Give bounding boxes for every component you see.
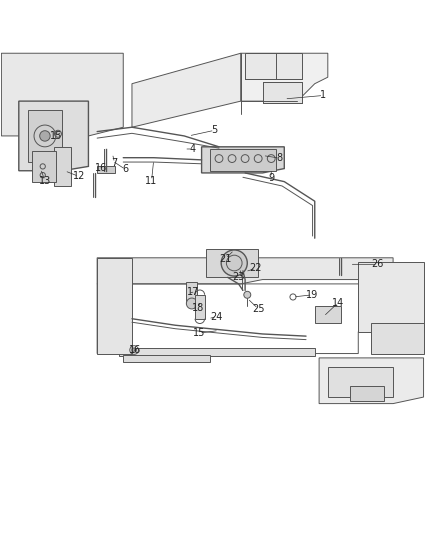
Text: 16: 16 [129, 345, 141, 356]
Polygon shape [97, 258, 393, 284]
Text: 12: 12 [73, 172, 85, 181]
Text: 22: 22 [250, 263, 262, 273]
Bar [315, 305, 341, 323]
Bar [97, 166, 115, 173]
Text: 17: 17 [187, 287, 199, 297]
Bar [328, 367, 393, 397]
Polygon shape [132, 53, 241, 127]
Text: 5: 5 [212, 125, 218, 135]
Bar [186, 282, 197, 303]
Text: 15: 15 [49, 131, 62, 141]
Bar [206, 249, 258, 277]
Text: 1: 1 [320, 91, 326, 100]
Text: 15: 15 [193, 328, 205, 338]
Circle shape [40, 131, 50, 141]
Bar [358, 262, 424, 332]
Bar [371, 323, 424, 353]
Polygon shape [241, 53, 328, 101]
Circle shape [186, 298, 197, 309]
Text: 18: 18 [192, 303, 205, 313]
Text: 14: 14 [332, 297, 344, 308]
Bar [32, 151, 56, 182]
Text: 7: 7 [111, 158, 118, 168]
Text: 23: 23 [233, 271, 245, 281]
Text: 9: 9 [268, 173, 274, 183]
Text: 13: 13 [39, 176, 51, 186]
Bar [53, 147, 71, 186]
Bar [28, 110, 62, 162]
Bar [350, 386, 385, 401]
Text: 4: 4 [190, 144, 196, 154]
Text: 26: 26 [372, 260, 384, 269]
Text: 24: 24 [211, 312, 223, 321]
Polygon shape [1, 53, 123, 136]
Text: 6: 6 [122, 165, 128, 174]
Text: 25: 25 [252, 304, 265, 314]
Text: 11: 11 [145, 176, 158, 186]
Text: 8: 8 [277, 153, 283, 163]
Polygon shape [97, 258, 132, 353]
Text: 21: 21 [219, 254, 232, 264]
Bar [123, 356, 210, 362]
Polygon shape [319, 358, 424, 403]
Bar [195, 295, 205, 319]
Polygon shape [19, 101, 88, 171]
Circle shape [132, 348, 136, 352]
Text: 19: 19 [307, 290, 319, 300]
Circle shape [221, 250, 247, 276]
Bar [119, 348, 315, 356]
Bar [210, 149, 276, 171]
Circle shape [244, 292, 251, 298]
Bar [245, 53, 302, 79]
Text: 16: 16 [95, 163, 107, 173]
Bar [262, 82, 302, 103]
Polygon shape [201, 147, 284, 173]
